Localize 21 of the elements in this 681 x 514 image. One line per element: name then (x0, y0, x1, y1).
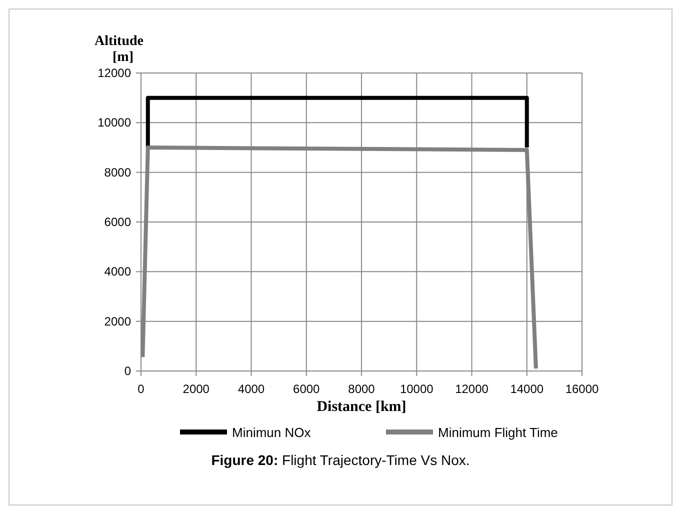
x-tick-label: 12000 (455, 382, 489, 396)
y-tick-label: 10000 (98, 116, 132, 130)
y-tick-label: 4000 (104, 264, 132, 279)
x-tick-label: 10000 (400, 382, 434, 396)
x-tick-label: 4000 (238, 382, 265, 396)
y-tick-label: 0 (124, 364, 132, 378)
x-tick-label: 2000 (182, 382, 210, 396)
x-tick-label: 0 (138, 382, 145, 396)
y-tick-label: 12000 (98, 66, 132, 80)
y-tick-label: 6000 (104, 215, 132, 229)
x-tick-label: 16000 (565, 382, 600, 396)
y-axis-title: Altitude [m] (94, 34, 144, 65)
y-tick-label: 2000 (104, 314, 132, 328)
x-tick-label: 8000 (348, 382, 376, 396)
caption: Figure 20: Flight Trajectory-Time Vs Nox. (211, 452, 470, 468)
legend-label: Minimun NOx (232, 425, 312, 440)
x-tick-label: 14000 (510, 382, 544, 396)
legend-label: Minimum Flight Time (438, 425, 558, 440)
x-axis-title: Distance [km] (316, 399, 406, 415)
x-tick-label: 6000 (293, 382, 320, 396)
y-tick-label: 8000 (104, 165, 132, 180)
